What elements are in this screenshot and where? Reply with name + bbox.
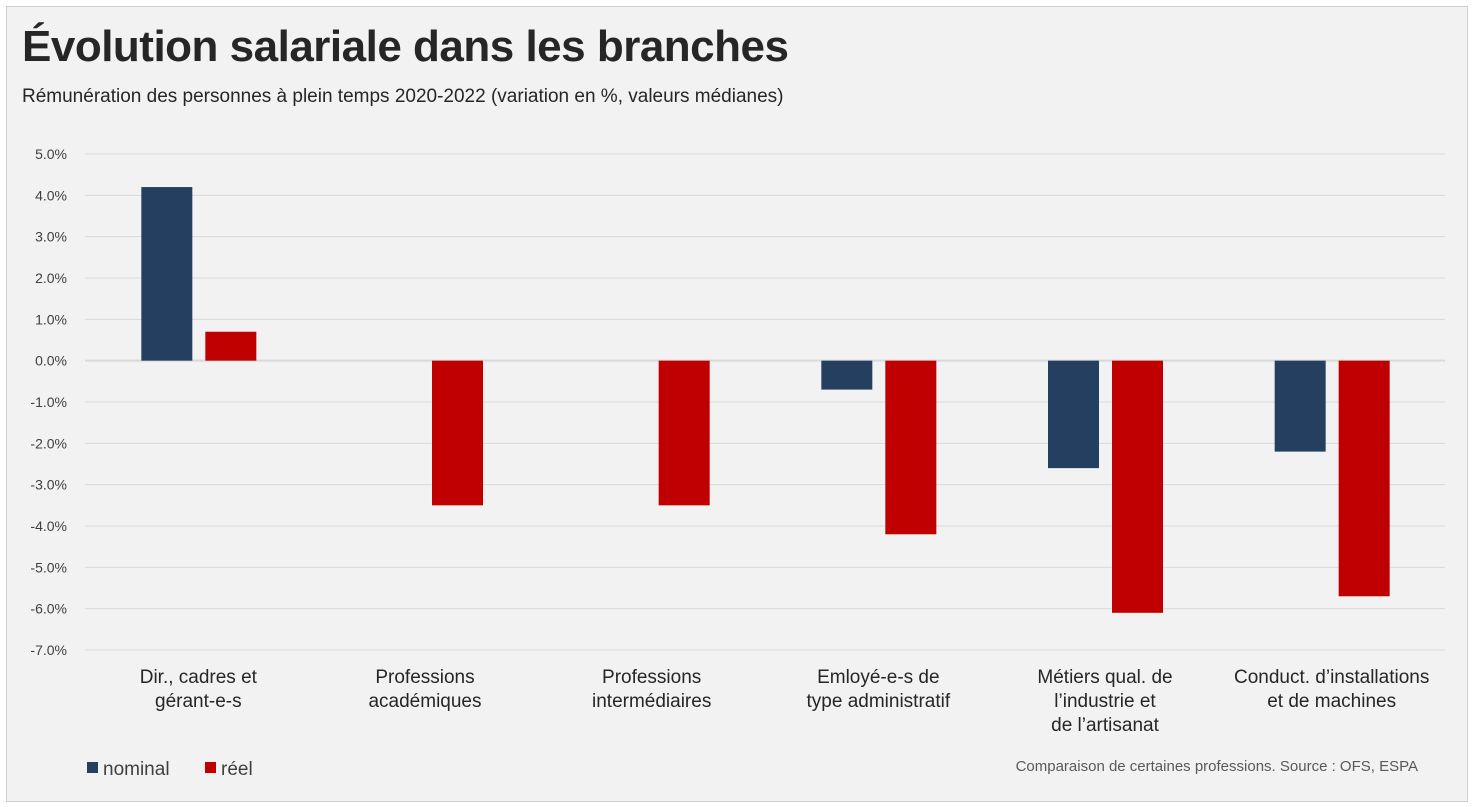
y-tick-label: 1.0%: [35, 311, 67, 327]
legend-swatch-réel: [205, 762, 216, 773]
y-tick-label: 3.0%: [35, 229, 67, 245]
category-label: de l’artisanat: [1051, 715, 1159, 736]
category-label: Professions: [602, 667, 701, 688]
category-label: intermédiaires: [592, 691, 711, 712]
y-tick-label: -6.0%: [30, 601, 67, 617]
y-tick-label: -1.0%: [30, 394, 67, 410]
bar-nominal-5: [1274, 360, 1326, 452]
chart-subtitle: Rémunération des personnes à plein temps…: [22, 86, 784, 107]
category-label: Métiers qual. de: [1037, 667, 1172, 688]
y-tick-label: 4.0%: [35, 187, 67, 203]
bar-nominal-3: [821, 360, 873, 390]
category-label: type administratif: [807, 691, 951, 712]
category-label: gérant-e-s: [155, 691, 242, 712]
legend-swatch-nominal: [87, 762, 98, 773]
bar-réel-0: [205, 331, 257, 361]
category-label: l’industrie et: [1054, 691, 1156, 712]
category-label: et de machines: [1267, 691, 1396, 712]
y-tick-label: -7.0%: [30, 642, 67, 658]
legend-label: nominal: [103, 759, 170, 780]
y-tick-label: 5.0%: [35, 146, 67, 162]
category-label: Professions: [375, 667, 474, 688]
category-label: Conduct. d’installations: [1234, 667, 1429, 688]
source-note: Comparaison de certaines professions. So…: [1015, 758, 1418, 775]
category-label: académiques: [368, 691, 481, 712]
bar-réel-4: [1112, 360, 1163, 613]
chart-frame: [6, 6, 1468, 802]
bar-réel-5: [1338, 360, 1390, 597]
y-tick-label: 2.0%: [35, 270, 67, 286]
bar-réel-2: [658, 360, 710, 506]
bar-nominal-4: [1048, 360, 1099, 469]
y-tick-label: -2.0%: [30, 435, 67, 451]
y-tick-label: 0.0%: [35, 353, 67, 369]
bar-réel-1: [432, 360, 483, 506]
y-tick-label: -3.0%: [30, 477, 67, 493]
y-tick-label: -5.0%: [30, 559, 67, 575]
bar-réel-3: [885, 360, 937, 535]
chart-title: Évolution salariale dans les branches: [22, 22, 789, 71]
category-label: Emloyé-e-s de: [817, 667, 940, 688]
bar-nominal-0: [141, 187, 193, 361]
category-label: Dir., cadres et: [140, 667, 258, 688]
y-tick-label: -4.0%: [30, 518, 67, 534]
legend-label: réel: [221, 759, 253, 780]
